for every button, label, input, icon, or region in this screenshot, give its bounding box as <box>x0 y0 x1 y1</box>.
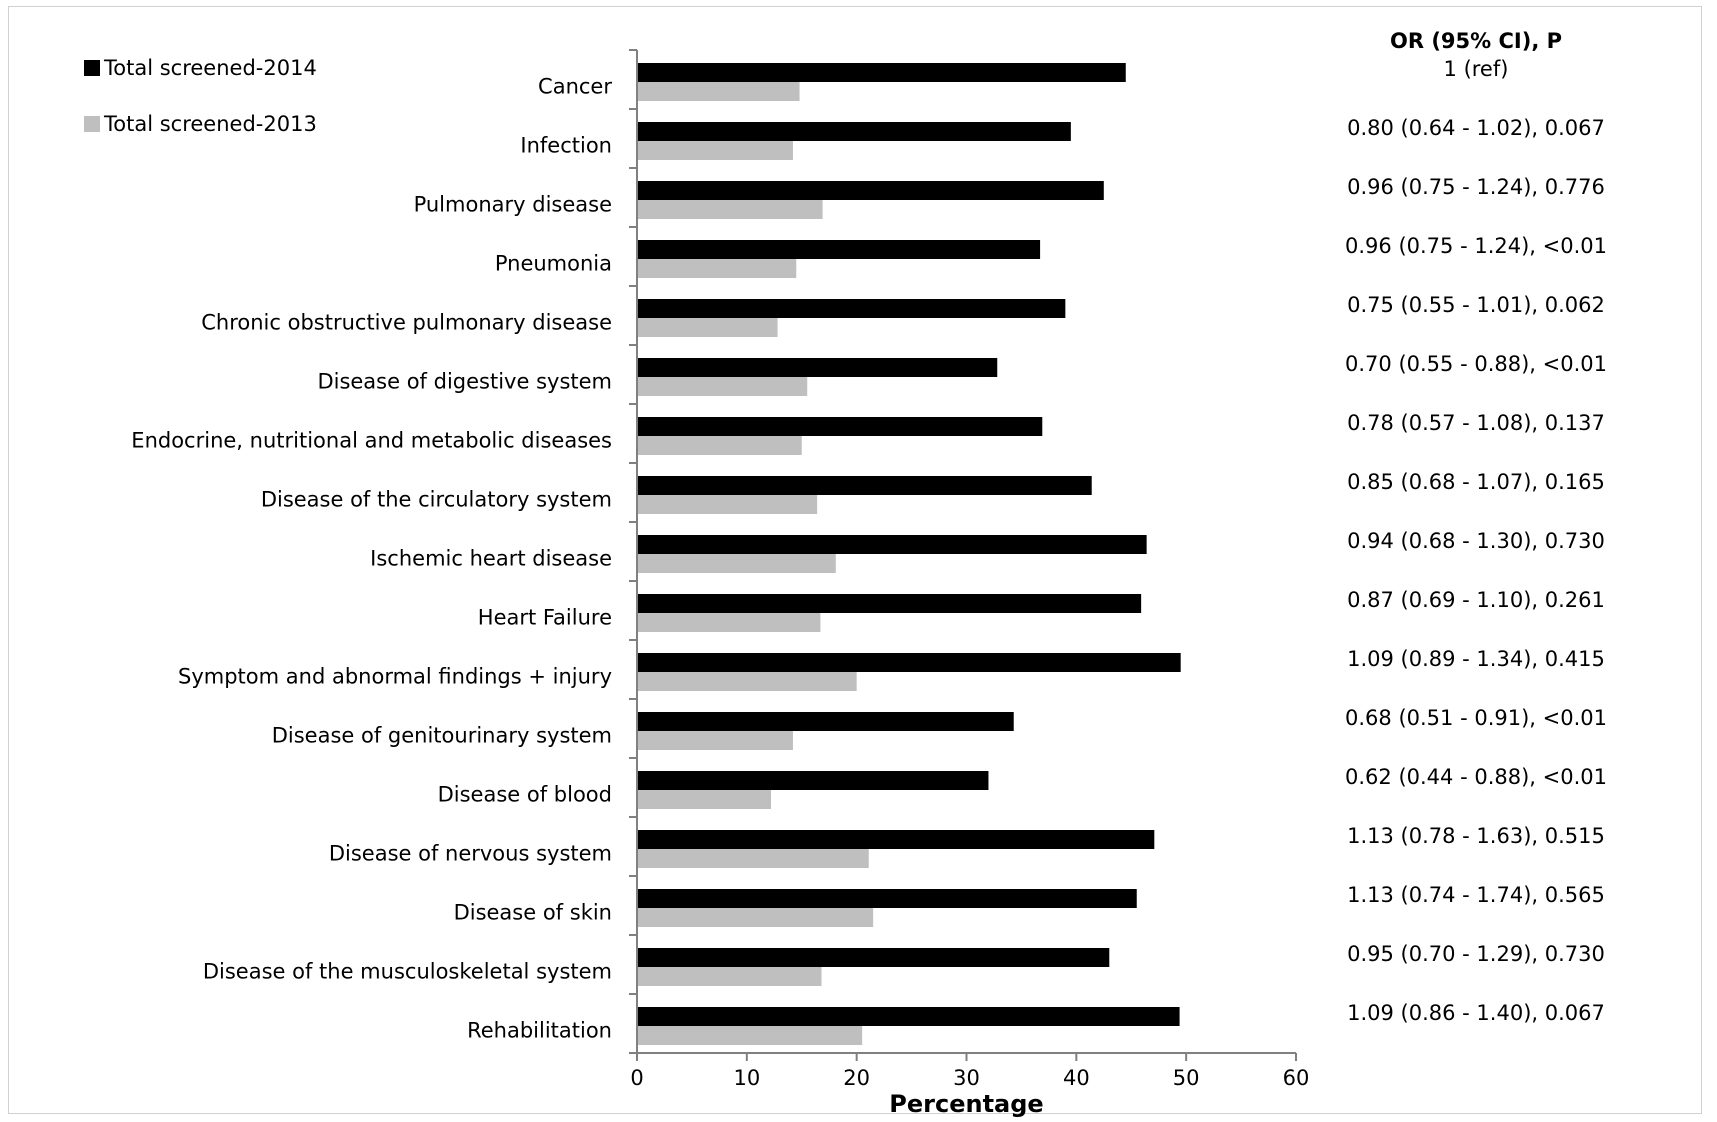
bar-2014 <box>638 1007 1180 1026</box>
category-label: Endocrine, nutritional and metabolic dis… <box>131 429 612 453</box>
x-tick-label: 40 <box>1063 1066 1090 1090</box>
legend: Total screened-2014 Total screened-2013 <box>84 56 317 136</box>
category-label: Cancer <box>538 75 612 99</box>
bars-layer <box>638 63 1181 1045</box>
category-label: Symptom and abnormal findings + injury <box>178 665 612 689</box>
or-value: 0.85 (0.68 - 1.07), 0.165 <box>1347 470 1605 494</box>
bar-2013 <box>638 318 778 337</box>
category-label: Disease of genitourinary system <box>272 724 612 748</box>
or-header: OR (95% CI), P <box>1390 29 1562 53</box>
bar-2014 <box>638 830 1155 849</box>
bar-2014 <box>638 240 1041 259</box>
or-value: 1.13 (0.74 - 1.74), 0.565 <box>1347 883 1605 907</box>
category-label: Heart Failure <box>478 606 612 630</box>
or-value: 0.95 (0.70 - 1.29), 0.730 <box>1347 942 1605 966</box>
bar-2013 <box>638 967 822 986</box>
bar-2013 <box>638 200 823 219</box>
category-labels: Cancer Infection Pulmonary disease Pneumoni… <box>131 75 612 1043</box>
or-value: 0.78 (0.57 - 1.08), 0.137 <box>1347 411 1605 435</box>
bar-2013 <box>638 908 874 927</box>
bar-2013 <box>638 259 797 278</box>
or-value: 0.75 (0.55 - 1.01), 0.062 <box>1347 293 1605 317</box>
legend-label: Total screened-2014 <box>103 56 317 80</box>
category-label: Disease of the musculoskeletal system <box>203 960 612 984</box>
bar-2014 <box>638 712 1014 731</box>
bar-2014 <box>638 653 1181 672</box>
bar-2014 <box>638 417 1043 436</box>
x-axis-title: Percentage <box>889 1090 1043 1118</box>
bar-2014 <box>638 948 1110 967</box>
category-label: Chronic obstructive pulmonary disease <box>201 311 612 335</box>
category-label: Disease of nervous system <box>329 842 612 866</box>
bar-2014 <box>638 771 989 790</box>
or-value: 1.13 (0.78 - 1.63), 0.515 <box>1347 824 1605 848</box>
bar-2013 <box>638 613 821 632</box>
bar-2013 <box>638 731 793 750</box>
bar-2014 <box>638 476 1092 495</box>
bar-2013 <box>638 436 802 455</box>
bar-2013 <box>638 141 793 160</box>
bar-2013 <box>638 849 869 868</box>
category-label: Rehabilitation <box>467 1019 612 1043</box>
x-tick-label: 10 <box>733 1066 760 1090</box>
x-tick-label: 20 <box>843 1066 870 1090</box>
category-label: Pneumonia <box>495 252 612 276</box>
or-value: 1 (ref) <box>1444 57 1509 81</box>
bar-2013 <box>638 672 857 691</box>
bar-2014 <box>638 63 1126 82</box>
legend-swatch-2014 <box>84 60 100 76</box>
or-value: 0.87 (0.69 - 1.10), 0.261 <box>1347 588 1605 612</box>
or-value: 0.94 (0.68 - 1.30), 0.730 <box>1347 529 1605 553</box>
axes-layer: 0 10 20 30 40 50 60 Percentage <box>629 49 1310 1118</box>
or-value: 0.62 (0.44 - 0.88), <0.01 <box>1345 765 1607 789</box>
bar-2014 <box>638 122 1071 141</box>
x-tick-label: 0 <box>630 1066 643 1090</box>
bar-2013 <box>638 495 818 514</box>
x-tick-label: 60 <box>1283 1066 1310 1090</box>
bar-2013 <box>638 82 800 101</box>
bar-2014 <box>638 181 1104 200</box>
bar-2013 <box>638 790 771 809</box>
legend-label: Total screened-2013 <box>103 112 317 136</box>
or-value: 0.96 (0.75 - 1.24), 0.776 <box>1347 175 1605 199</box>
x-tick-label: 50 <box>1173 1066 1200 1090</box>
x-tick-label: 30 <box>953 1066 980 1090</box>
or-value: 0.68 (0.51 - 0.91), <0.01 <box>1345 706 1607 730</box>
bar-2013 <box>638 1026 863 1045</box>
or-value: 1.09 (0.89 - 1.34), 0.415 <box>1347 647 1605 671</box>
or-value: 0.70 (0.55 - 0.88), <0.01 <box>1345 352 1607 376</box>
bar-2014 <box>638 535 1147 554</box>
or-value: 1.09 (0.86 - 1.40), 0.067 <box>1347 1001 1605 1025</box>
bar-2014 <box>638 594 1142 613</box>
category-label: Infection <box>520 134 612 158</box>
bar-2014 <box>638 299 1066 318</box>
or-value: 0.96 (0.75 - 1.24), <0.01 <box>1345 234 1607 258</box>
or-value: 0.80 (0.64 - 1.02), 0.067 <box>1347 116 1605 140</box>
bar-2013 <box>638 377 808 396</box>
or-column: 1 (ref) 0.80 (0.64 - 1.02), 0.067 0.96 (0.… <box>1345 29 1607 1025</box>
category-label: Disease of blood <box>438 783 612 807</box>
category-label: Ischemic heart disease <box>370 547 612 571</box>
bar-2013 <box>638 554 836 573</box>
category-label: Pulmonary disease <box>414 193 612 217</box>
category-label: Disease of the circulatory system <box>261 488 612 512</box>
bar-2014 <box>638 358 998 377</box>
bar-2014 <box>638 889 1137 908</box>
category-label: Disease of skin <box>454 901 612 925</box>
legend-swatch-2013 <box>84 116 100 132</box>
category-label: Disease of digestive system <box>317 370 612 394</box>
chart-frame <box>8 6 1702 1114</box>
